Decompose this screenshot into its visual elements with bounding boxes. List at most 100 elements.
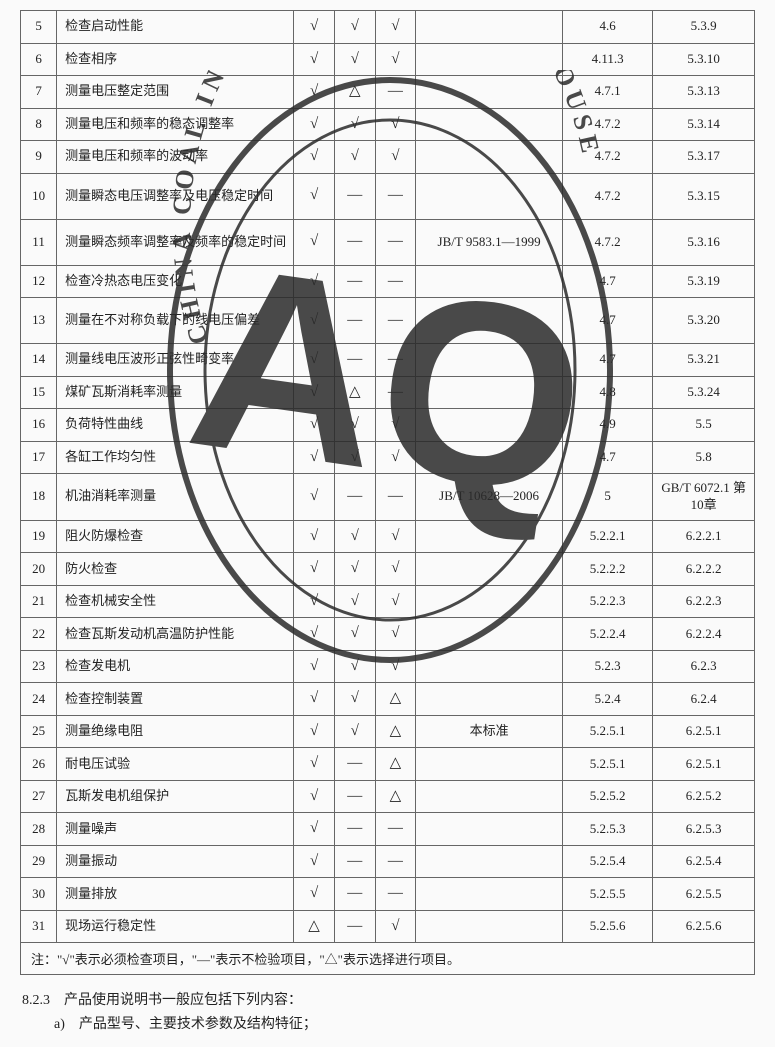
check-col-3: —: [375, 813, 416, 846]
clause-ref-1: 4.8: [562, 376, 652, 409]
check-col-2: △: [334, 376, 375, 409]
check-col-2: —: [334, 780, 375, 813]
table-row: 8测量电压和频率的稳态调整率√√√4.7.25.3.14: [21, 108, 755, 141]
clause-ref-1: 5.2.5.5: [562, 878, 652, 911]
clause-ref-2: 5.3.9: [653, 11, 755, 44]
table-row: 11测量瞬态频率调整率及频率的稳定时间√——JB/T 9583.1—19994.…: [21, 219, 755, 265]
row-number: 20: [21, 553, 57, 586]
clause-ref-1: 5.2.2.2: [562, 553, 652, 586]
reference-std: [416, 76, 563, 109]
reference-std: [416, 910, 563, 943]
check-col-1: √: [294, 173, 335, 219]
check-col-2: √: [334, 11, 375, 44]
check-col-3: △: [375, 715, 416, 748]
row-number: 17: [21, 441, 57, 474]
table-row: 30测量排放√——5.2.5.56.2.5.5: [21, 878, 755, 911]
check-col-3: √: [375, 108, 416, 141]
table-row: 12检查冷热态电压变化√——4.75.3.19: [21, 265, 755, 298]
clause-ref-1: 5.2.5.6: [562, 910, 652, 943]
clause-ref-2: 6.2.2.1: [653, 520, 755, 553]
check-col-1: √: [294, 76, 335, 109]
check-col-2: √: [334, 585, 375, 618]
clause-ref-1: 4.7: [562, 344, 652, 377]
table-row: 19阻火防爆检查√√√5.2.2.16.2.2.1: [21, 520, 755, 553]
reference-std: [416, 748, 563, 781]
clause-ref-2: 5.5: [653, 409, 755, 442]
row-desc: 测量瞬态电压调整率及电压稳定时间: [57, 173, 294, 219]
row-desc: 测量线电压波形正弦性畸变率: [57, 344, 294, 377]
table-row: 23检查发电机√√√5.2.36.2.3: [21, 650, 755, 683]
check-col-2: —: [334, 878, 375, 911]
table-row: 6检查相序√√√4.11.35.3.10: [21, 43, 755, 76]
check-col-2: —: [334, 813, 375, 846]
reference-std: [416, 409, 563, 442]
table-row: 29测量振动√——5.2.5.46.2.5.4: [21, 845, 755, 878]
check-col-2: √: [334, 683, 375, 716]
row-desc: 测量排放: [57, 878, 294, 911]
check-col-2: —: [334, 845, 375, 878]
row-number: 9: [21, 141, 57, 174]
clause-ref-1: 5.2.5.1: [562, 748, 652, 781]
reference-std: [416, 553, 563, 586]
check-col-1: √: [294, 748, 335, 781]
check-col-2: √: [334, 409, 375, 442]
row-number: 15: [21, 376, 57, 409]
row-desc: 煤矿瓦斯消耗率测量: [57, 376, 294, 409]
check-col-3: √: [375, 441, 416, 474]
check-col-3: √: [375, 11, 416, 44]
clause-ref-2: 6.2.5.4: [653, 845, 755, 878]
check-col-2: √: [334, 43, 375, 76]
reference-std: [416, 376, 563, 409]
reference-std: [416, 813, 563, 846]
reference-std: [416, 520, 563, 553]
clause-ref-2: GB/T 6072.1 第10章: [653, 474, 755, 521]
check-col-3: —: [375, 845, 416, 878]
row-desc: 现场运行稳定性: [57, 910, 294, 943]
check-col-2: √: [334, 108, 375, 141]
row-desc: 各缸工作均匀性: [57, 441, 294, 474]
clause-ref-2: 6.2.4: [653, 683, 755, 716]
check-col-3: √: [375, 650, 416, 683]
clause-ref-2: 5.3.10: [653, 43, 755, 76]
clause-ref-1: 4.6: [562, 11, 652, 44]
clause-ref-1: 5.2.2.1: [562, 520, 652, 553]
row-number: 25: [21, 715, 57, 748]
clause-ref-1: 4.11.3: [562, 43, 652, 76]
row-desc: 检查冷热态电压变化: [57, 265, 294, 298]
check-col-1: √: [294, 520, 335, 553]
check-col-3: —: [375, 298, 416, 344]
row-number: 18: [21, 474, 57, 521]
clause-ref-1: 4.9: [562, 409, 652, 442]
clause-ref-2: 6.2.5.1: [653, 715, 755, 748]
row-number: 26: [21, 748, 57, 781]
clause-ref-2: 5.3.21: [653, 344, 755, 377]
check-col-1: √: [294, 618, 335, 651]
check-col-1: △: [294, 910, 335, 943]
table-row: 25测量绝缘电阻√√△本标准5.2.5.16.2.5.1: [21, 715, 755, 748]
row-desc: 检查发电机: [57, 650, 294, 683]
row-desc: 防火检查: [57, 553, 294, 586]
row-number: 24: [21, 683, 57, 716]
check-col-3: —: [375, 76, 416, 109]
item-a: a) 产品型号、主要技术参数及结构特征；: [22, 1013, 755, 1033]
clause-ref-1: 5.2.2.3: [562, 585, 652, 618]
row-number: 7: [21, 76, 57, 109]
row-number: 10: [21, 173, 57, 219]
clause-ref-1: 4.7: [562, 298, 652, 344]
check-col-2: —: [334, 748, 375, 781]
check-col-3: √: [375, 553, 416, 586]
row-number: 14: [21, 344, 57, 377]
check-col-1: √: [294, 878, 335, 911]
check-col-1: √: [294, 780, 335, 813]
reference-std: [416, 43, 563, 76]
clause-ref-1: 4.7.2: [562, 173, 652, 219]
check-col-2: √: [334, 141, 375, 174]
clause-ref-2: 6.2.5.3: [653, 813, 755, 846]
clause-ref-2: 5.3.24: [653, 376, 755, 409]
reference-std: [416, 845, 563, 878]
row-desc: 测量振动: [57, 845, 294, 878]
clause-ref-2: 6.2.5.1: [653, 748, 755, 781]
clause-ref-1: 5.2.5.1: [562, 715, 652, 748]
row-number: 12: [21, 265, 57, 298]
row-desc: 检查瓦斯发动机高温防护性能: [57, 618, 294, 651]
